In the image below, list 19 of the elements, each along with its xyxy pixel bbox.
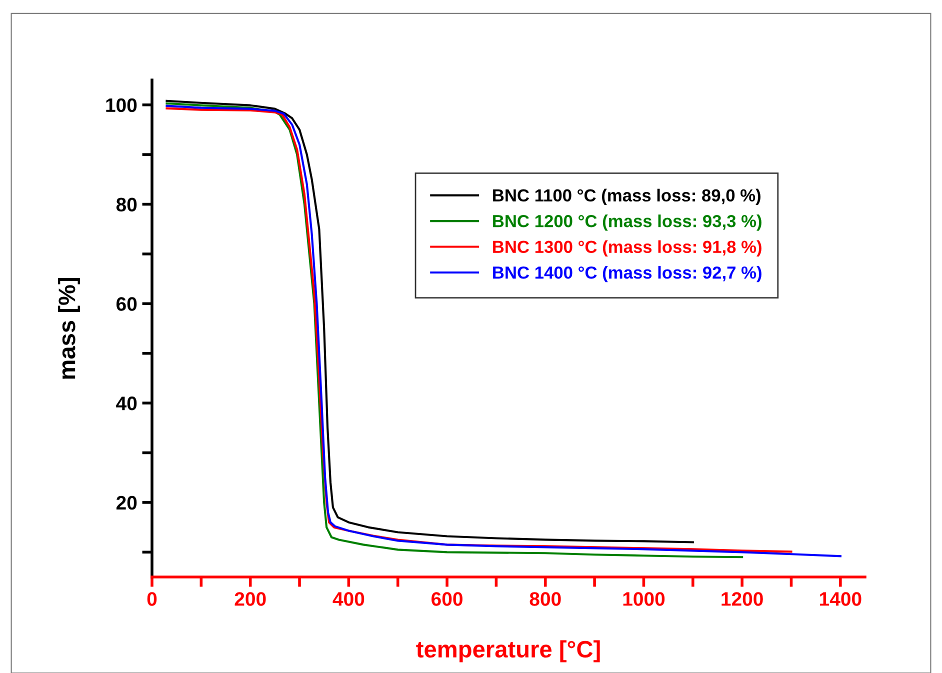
y-tick-label: 80 [116, 198, 137, 212]
x-tick-label: 200 [234, 592, 266, 606]
x-axis-title: temperature [°C] [416, 640, 600, 662]
x-tick-label: 800 [530, 592, 561, 606]
y-tick-label: 60 [116, 297, 137, 311]
x-tick-label: 0 [147, 592, 157, 606]
legend-label: BNC 1300 °C (mass loss: 91,8 %) [493, 240, 762, 256]
x-tick-label: 1400 [820, 592, 862, 606]
y-tick-label: 20 [116, 496, 137, 510]
x-tick-label: 400 [332, 592, 364, 606]
y-tick-label: 40 [116, 396, 137, 410]
y-axis-title: mass [%] [58, 278, 80, 379]
x-tick-label: 1200 [722, 592, 763, 606]
x-tick-label: 1000 [623, 592, 665, 606]
y-tick-label: 100 [106, 98, 137, 112]
legend-label: BNC 1100 °C (mass loss: 89,0 %) [493, 188, 760, 205]
legend-label: BNC 1200 °C (mass loss: 93,3 %) [493, 214, 762, 231]
legend-label: BNC 1400 °C (mass loss: 92,7 %) [493, 266, 762, 282]
x-tick-label: 600 [432, 592, 462, 606]
